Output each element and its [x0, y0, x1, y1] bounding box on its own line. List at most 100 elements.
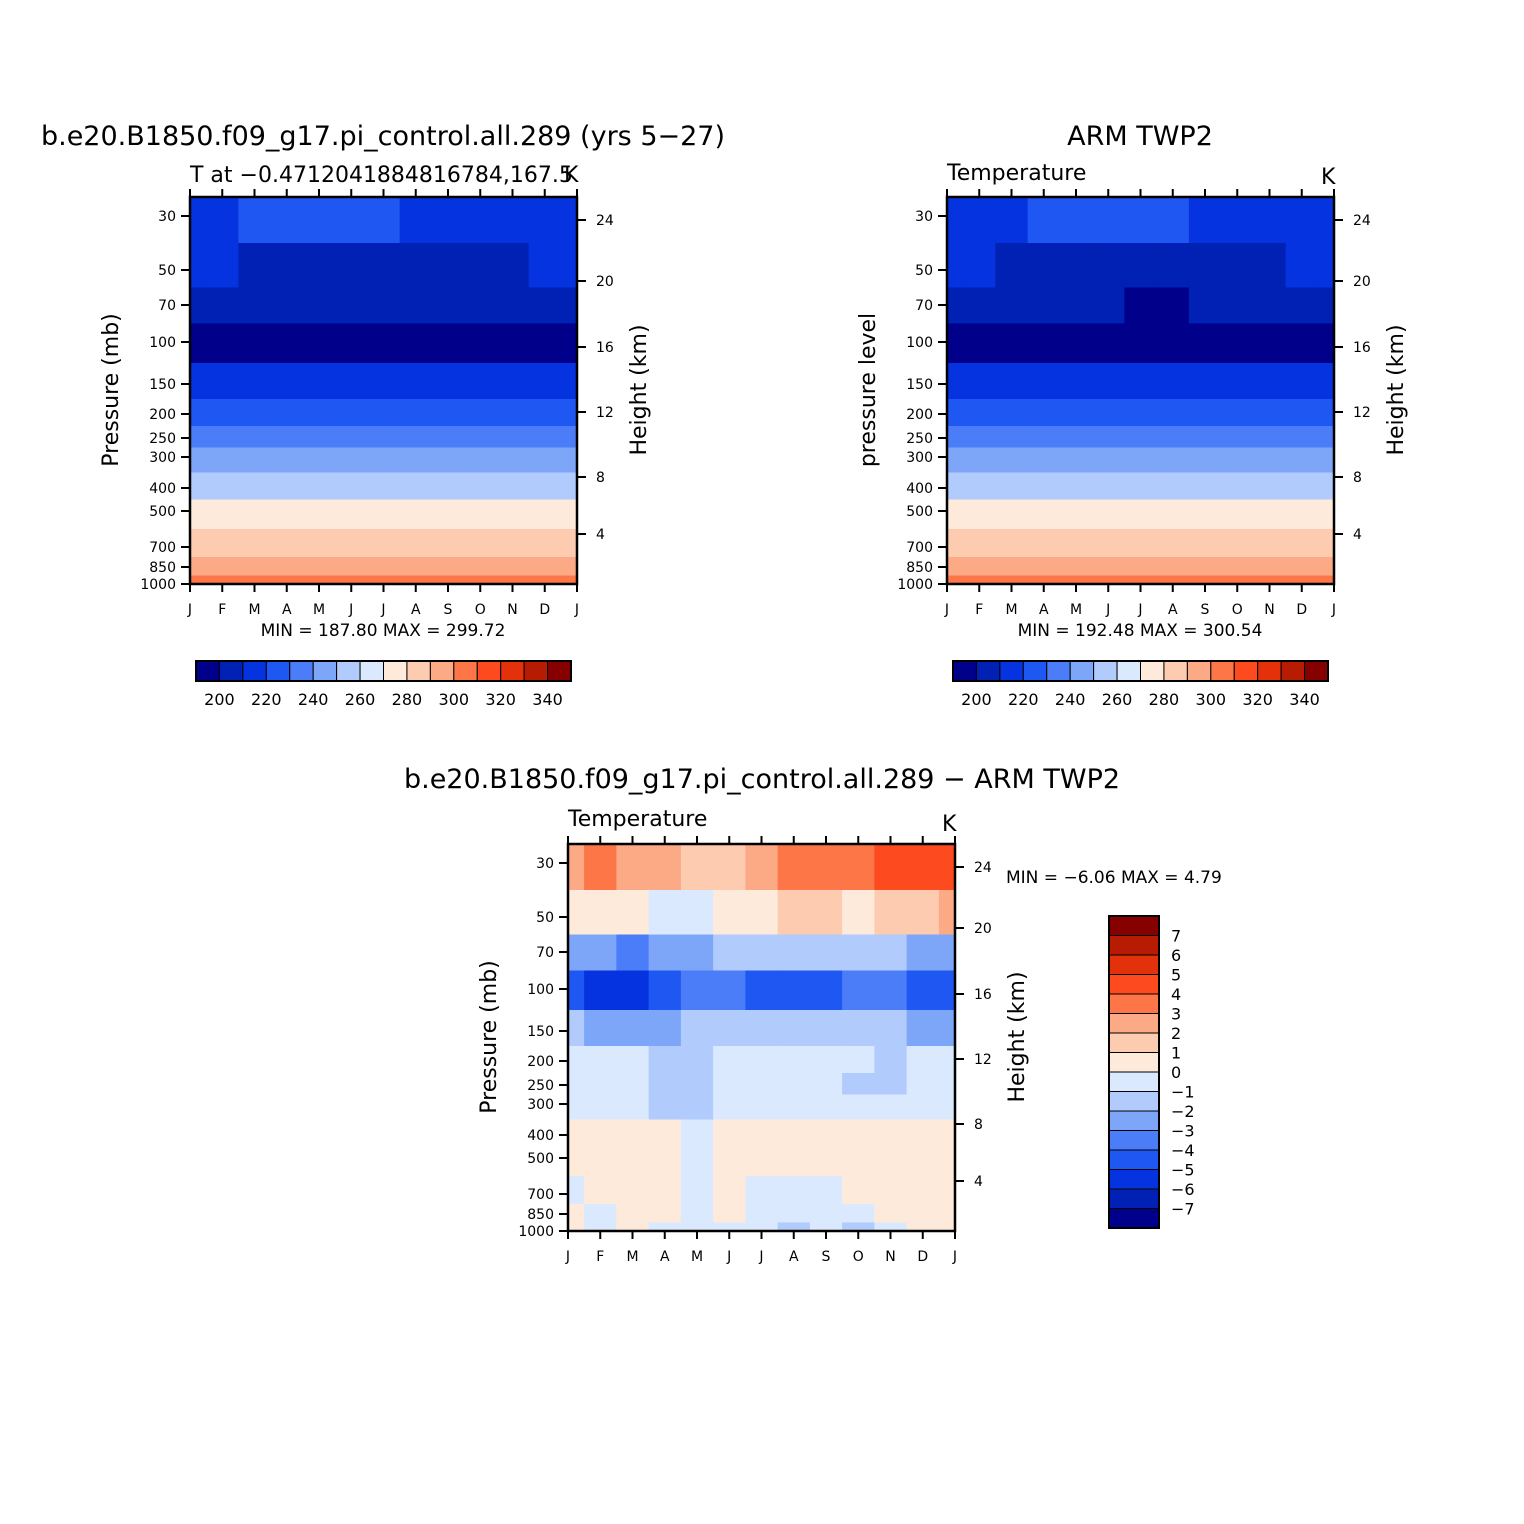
contour-cell [1059, 243, 1093, 289]
contour-cell [568, 844, 585, 891]
y-tick-right-label: 8 [1353, 470, 1362, 486]
contour-cell [270, 529, 304, 558]
contour-cell [1317, 499, 1335, 530]
contour-cell [431, 243, 465, 289]
contour-cell [367, 499, 401, 530]
contour-cell [1253, 426, 1287, 449]
colorbar-label: 1 [1171, 1044, 1181, 1063]
colorbar-swatch [218, 660, 244, 682]
contour-cell [745, 1119, 779, 1148]
contour-cell [528, 399, 562, 427]
contour-cell [335, 323, 368, 364]
contour-cell [1317, 426, 1335, 449]
contour-cell [680, 934, 714, 972]
x-tick-label: F [218, 602, 226, 618]
contour-cell [1253, 243, 1287, 289]
contour-cell [238, 447, 272, 474]
contour-cell [809, 1094, 843, 1121]
contour-cell [777, 1146, 811, 1177]
contour-cell [842, 890, 875, 936]
contour-cell [560, 243, 578, 289]
colorbar-swatch [1108, 993, 1160, 1014]
colorbar-swatch [1108, 1032, 1160, 1053]
contour-cell [1059, 287, 1093, 325]
contour-cell [1124, 447, 1158, 474]
y-tick-label: 200 [149, 407, 176, 423]
contour-cell [568, 1204, 585, 1224]
contour-cell [1188, 363, 1222, 400]
contour-cell [1285, 197, 1319, 244]
x-tick-label: D [539, 602, 550, 618]
contour-cell [995, 529, 1029, 558]
contour-cell [528, 287, 562, 325]
contour-cell [1092, 557, 1125, 577]
contour-cell [1092, 197, 1125, 244]
contour-cell [367, 323, 401, 364]
contour-cell [809, 1222, 843, 1232]
contour-cell [1092, 575, 1125, 585]
contour-cell [995, 197, 1029, 244]
contour-cell [431, 575, 465, 585]
contour-cell [995, 399, 1029, 427]
contour-cell [1285, 557, 1319, 577]
contour-cell [399, 529, 433, 558]
contour-cell [938, 1204, 956, 1224]
contour-cell [1092, 447, 1125, 474]
contour-cell [680, 1146, 714, 1177]
contour-cell [528, 363, 562, 400]
contour-cell [238, 197, 272, 244]
contour-cell [713, 890, 746, 936]
contour-cell [431, 557, 465, 577]
contour-cell [713, 1119, 746, 1148]
panel2-unit: K [1321, 165, 1336, 190]
contour-cell [367, 529, 401, 558]
colorbar-label: 4 [1171, 985, 1181, 1004]
contour-cell [335, 287, 368, 325]
contour-cell [1221, 557, 1254, 577]
contour-cell [431, 426, 465, 449]
contour-cell [496, 243, 530, 289]
contour-cell [995, 287, 1029, 325]
contour-cell [190, 197, 207, 244]
colorbar-swatch [1108, 1169, 1160, 1190]
contour-cell [947, 499, 964, 530]
contour-cell [302, 575, 336, 585]
contour-cell [464, 287, 497, 325]
contour-cell [963, 529, 996, 558]
contour-cell [568, 970, 585, 1011]
contour-cell [238, 363, 272, 400]
colorbar-swatch [1022, 660, 1048, 682]
x-tick-label: A [1039, 602, 1049, 618]
contour-cell [1027, 243, 1061, 289]
contour-cell [367, 575, 401, 585]
panel3-unit: K [942, 812, 957, 837]
contour-cell [616, 1073, 650, 1096]
contour-cell [431, 472, 465, 501]
contour-cell [270, 472, 304, 501]
y-tick-label: 1000 [140, 577, 176, 593]
contour-cell [399, 575, 433, 585]
contour-cell [1027, 426, 1061, 449]
contour-cell [777, 1073, 811, 1096]
contour-cell [431, 399, 465, 427]
contour-cell [1124, 499, 1158, 530]
panel3-subtitle: Temperature [567, 807, 707, 832]
contour-cell [1317, 363, 1335, 400]
contour-cell [496, 197, 530, 244]
colorbar-swatch [1210, 660, 1235, 682]
contour-cell [713, 1222, 746, 1232]
contour-cell [560, 499, 578, 530]
x-tick-label: J [944, 602, 949, 618]
colorbar-swatch [312, 660, 338, 682]
contour-cell [874, 1146, 908, 1177]
contour-cell [1059, 363, 1093, 400]
contour-cell [874, 1046, 908, 1074]
x-tick-label: A [411, 602, 421, 618]
panel2-ylabel-right: Height (km) [1384, 324, 1409, 455]
contour-cell [206, 575, 239, 585]
y-tick-label: 300 [149, 450, 176, 466]
contour-cell [302, 472, 336, 501]
contour-cell [874, 1094, 908, 1121]
contour-cell [1188, 557, 1222, 577]
